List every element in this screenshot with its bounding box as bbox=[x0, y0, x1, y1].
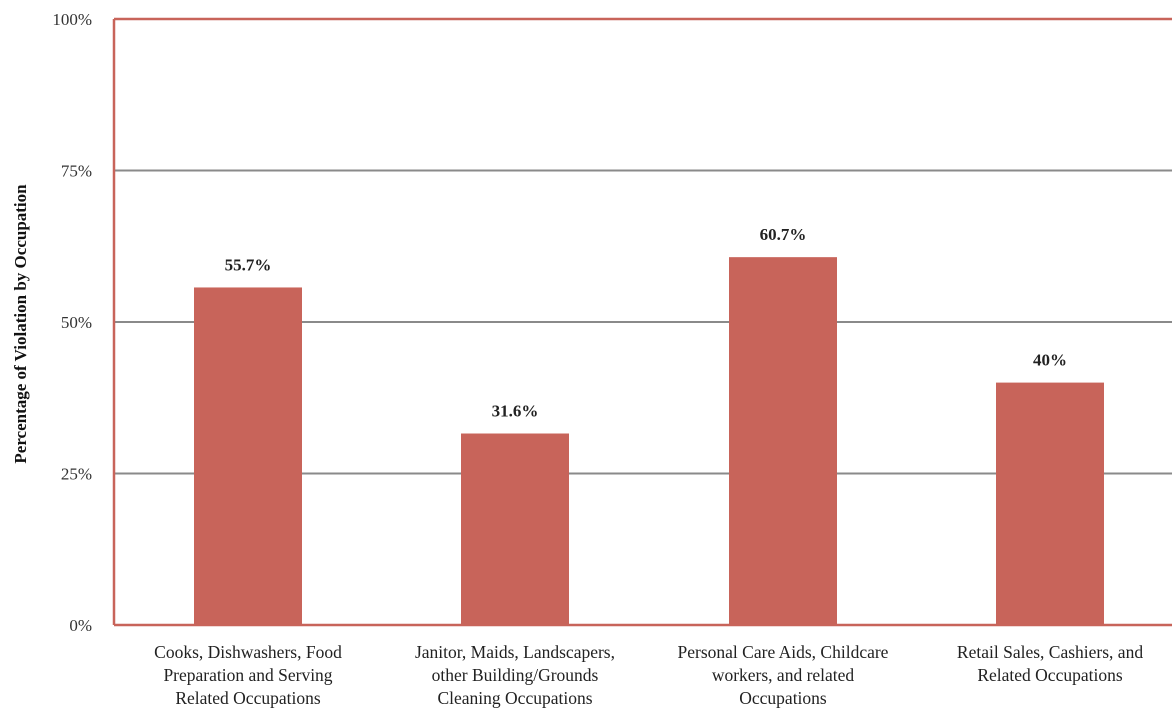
bar bbox=[461, 433, 569, 625]
data-label: 55.7% bbox=[225, 255, 272, 274]
bar bbox=[729, 257, 837, 625]
x-category-label: Janitor, Maids, Landscapers, other Build… bbox=[414, 642, 615, 708]
plot-frame bbox=[112, 17, 1172, 627]
bar bbox=[996, 382, 1104, 625]
y-tick-label: 0% bbox=[69, 616, 92, 635]
y-axis-label: Percentage of Violation by Occupation bbox=[11, 184, 30, 464]
y-tick-label: 25% bbox=[61, 465, 92, 484]
data-label: 31.6% bbox=[492, 402, 539, 421]
x-category-label: Personal Care Aids, Childcare workers, a… bbox=[677, 642, 889, 708]
x-category-label: Retail Sales, Cashiers, and Related Occu… bbox=[956, 642, 1144, 685]
data-label: 40% bbox=[1033, 351, 1067, 370]
bars bbox=[194, 257, 1104, 625]
y-tick-label: 100% bbox=[52, 10, 92, 29]
y-tick-label: 50% bbox=[61, 313, 92, 332]
bar bbox=[194, 287, 302, 625]
data-label: 60.7% bbox=[760, 225, 807, 244]
y-tick-labels: 0% 25% 50% 75% 100% bbox=[52, 10, 92, 635]
x-category-label: Cooks, Dishwashers, Food Preparation and… bbox=[154, 642, 342, 708]
data-labels: 55.7% 31.6% 60.7% 40% bbox=[225, 225, 1067, 420]
y-tick-label: 75% bbox=[61, 162, 92, 181]
